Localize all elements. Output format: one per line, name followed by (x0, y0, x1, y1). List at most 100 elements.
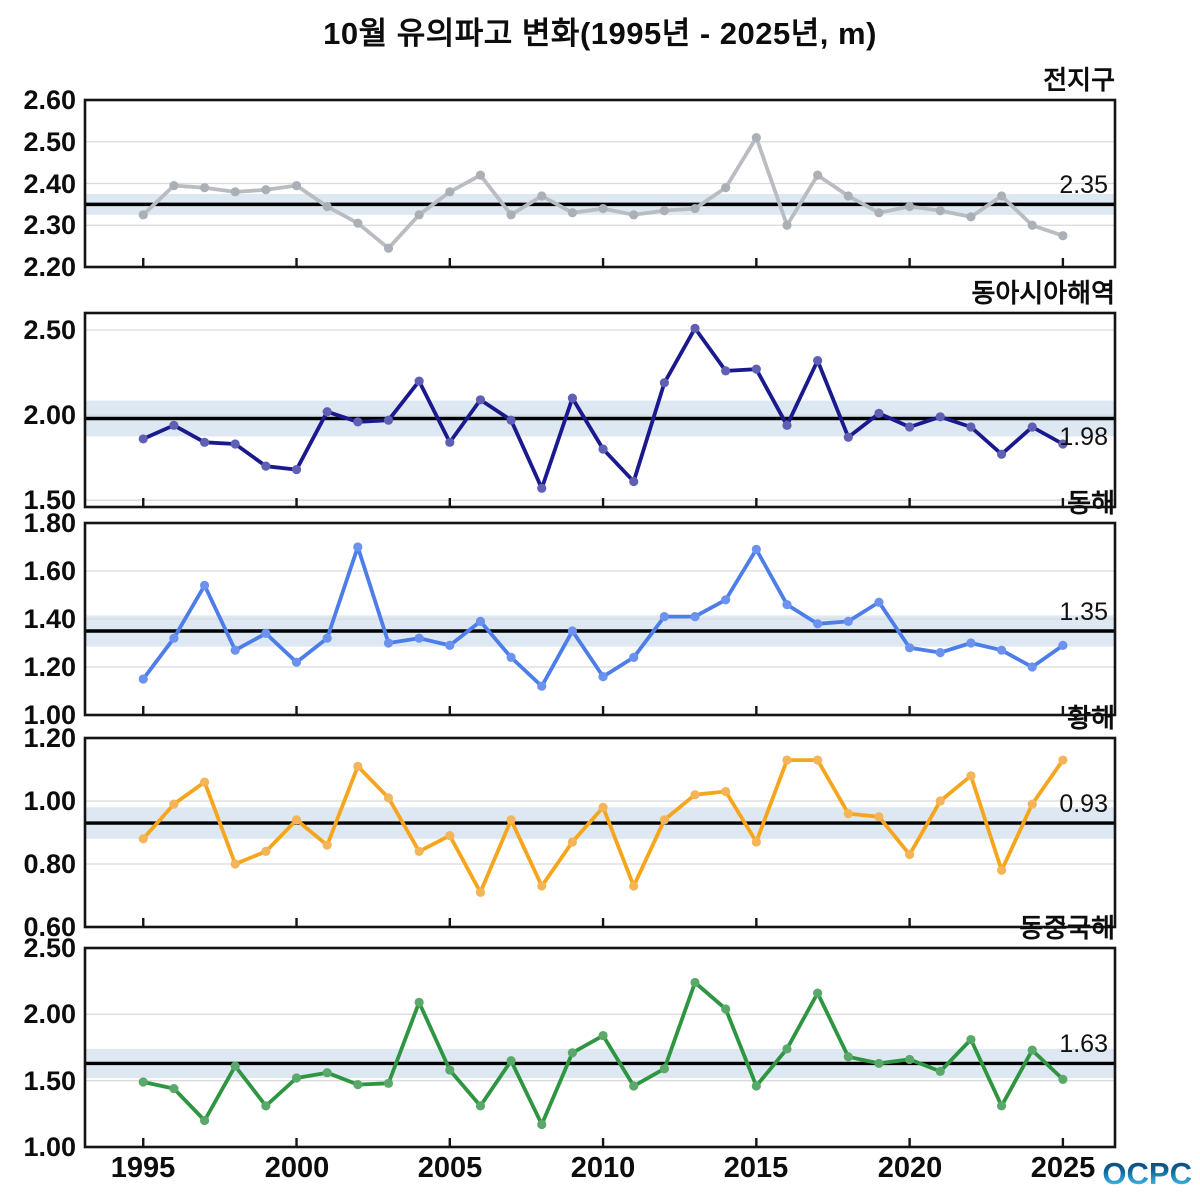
data-point (199, 1115, 210, 1126)
data-point (230, 859, 240, 869)
y-axis-label: 2.40 (23, 169, 76, 199)
x-axis-label: 2010 (570, 1152, 636, 1184)
y-axis-label: 1.00 (23, 1132, 76, 1162)
data-point (383, 415, 394, 425)
data-point (935, 206, 945, 216)
data-point (966, 212, 976, 222)
data-point (475, 170, 486, 180)
x-axis-label: 2025 (1030, 1152, 1096, 1184)
data-point (567, 393, 578, 403)
data-point (383, 638, 394, 648)
data-point (721, 183, 731, 193)
chart-panel-2 (83, 311, 1117, 509)
data-point (291, 464, 302, 475)
data-point (996, 191, 1007, 201)
data-point (567, 837, 578, 847)
data-point (782, 755, 792, 765)
data-point (966, 638, 976, 648)
data-point (261, 1101, 271, 1111)
data-point (996, 645, 1007, 655)
y-axis-label: 0.60 (23, 912, 76, 942)
y-axis-label: 1.00 (23, 786, 76, 816)
data-point (996, 449, 1007, 459)
data-point (230, 439, 240, 449)
data-point (813, 356, 823, 366)
y-axis-label: 1.50 (23, 1066, 76, 1096)
data-point (414, 376, 424, 386)
data-point (659, 612, 669, 622)
data-point (659, 378, 669, 388)
x-axis-label: 2015 (723, 1152, 789, 1184)
data-point (445, 1065, 455, 1075)
data-point (659, 1064, 669, 1074)
y-axis-label: 1.40 (23, 604, 76, 634)
data-point (966, 1034, 976, 1045)
data-point (138, 674, 148, 684)
data-point (843, 432, 853, 442)
data-point (721, 595, 731, 605)
panel-frame (83, 521, 1117, 717)
data-point (169, 799, 179, 809)
data-point (782, 220, 792, 230)
mean-value-label: 1.98 (1059, 423, 1108, 451)
data-point (813, 988, 823, 998)
y-axis-label: 2.60 (23, 85, 76, 115)
data-point (690, 612, 700, 622)
data-point (475, 1101, 486, 1111)
data-point (445, 437, 455, 447)
data-point (629, 476, 639, 487)
data-point (813, 755, 823, 765)
data-point (721, 1004, 731, 1014)
data-point (966, 771, 976, 781)
y-axis-label: 2.50 (23, 315, 76, 345)
data-point (291, 180, 302, 191)
data-point (874, 812, 884, 822)
panel-title-1: 전지구 (1043, 65, 1115, 95)
y-axis-label: 1.20 (23, 652, 76, 682)
data-point (751, 364, 761, 374)
data-point (506, 652, 516, 662)
y-axis-label: 1.50 (23, 485, 76, 515)
data-point (935, 1066, 945, 1076)
y-axis-label: 0.80 (23, 849, 76, 879)
data-point (1027, 799, 1037, 809)
data-point (138, 434, 148, 444)
mean-value-label: 1.35 (1059, 598, 1108, 626)
data-point (169, 180, 179, 191)
data-point (1058, 640, 1068, 650)
panel-frame (83, 311, 1117, 509)
data-point (782, 600, 792, 610)
data-point (1058, 1074, 1068, 1084)
data-point (813, 170, 823, 180)
data-point (874, 208, 884, 218)
data-point (230, 645, 240, 655)
y-axis-label: 2.50 (23, 933, 76, 963)
y-axis-label: 1.80 (23, 508, 76, 538)
data-point (169, 1084, 179, 1094)
data-point (874, 1058, 884, 1069)
data-point (1027, 1045, 1037, 1055)
data-point (537, 681, 547, 691)
data-point (506, 815, 516, 825)
data-point (905, 643, 915, 653)
data-point (659, 206, 669, 216)
data-point (1058, 439, 1068, 449)
data-point (629, 1081, 639, 1091)
mean-value-label: 2.35 (1059, 171, 1108, 199)
panel-title-3: 동해 (1067, 488, 1115, 518)
data-point (199, 580, 210, 590)
x-axis-label: 2000 (264, 1152, 330, 1184)
data-point (843, 1052, 853, 1062)
data-point (1027, 220, 1037, 230)
data-point (261, 846, 271, 856)
data-point (199, 437, 210, 447)
data-point (996, 1101, 1007, 1111)
data-point (169, 420, 179, 430)
data-point (322, 1068, 332, 1078)
mean-value-label: 0.93 (1059, 790, 1108, 818)
panel-frame (83, 946, 1117, 1149)
y-axis-label: 2.00 (23, 999, 76, 1029)
chart-panel-1 (83, 98, 1117, 269)
panel-title-2: 동아시아해역 (971, 278, 1115, 308)
